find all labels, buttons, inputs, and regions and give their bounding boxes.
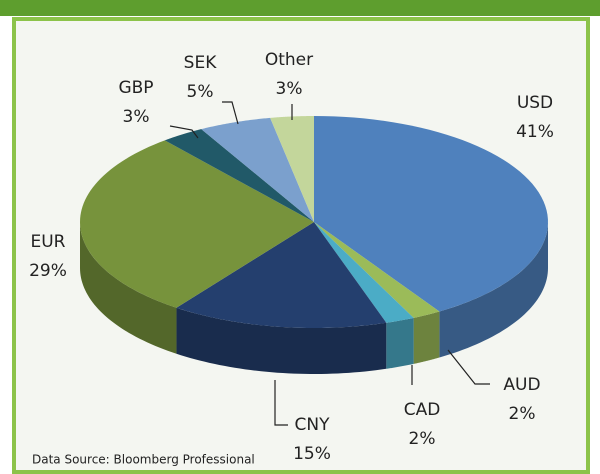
slice: [314, 222, 440, 318]
slice-side: [439, 222, 548, 358]
slice-label: EUR: [31, 232, 66, 252]
leader-line: [447, 349, 490, 385]
slice-label: SEK: [184, 53, 218, 73]
slice-label: GBP: [118, 78, 153, 98]
slice-side: [176, 307, 387, 374]
slice-label: USD: [517, 93, 553, 113]
header-band: [0, 0, 600, 16]
leader-line: [169, 125, 199, 139]
source-note: Data Source: Bloomberg Professional: [32, 453, 255, 467]
slice: [80, 140, 315, 308]
slice-side: [386, 317, 414, 369]
slice-side: [413, 311, 440, 364]
slice-value-label: 41%: [516, 122, 554, 142]
slice-side: [80, 222, 177, 354]
slice-label: AUD: [503, 375, 540, 395]
slice-value-label: 3%: [123, 107, 150, 127]
slice-label: CNY: [295, 415, 331, 435]
pie: [80, 116, 548, 374]
slice: [270, 116, 314, 222]
slice-label: CAD: [404, 400, 441, 420]
slice-label: Other: [265, 50, 313, 70]
slice-value-label: 5%: [187, 82, 214, 102]
slice-value-label: 3%: [276, 79, 303, 99]
slice-value-label: 15%: [293, 444, 331, 464]
slice: [176, 222, 387, 328]
slice: [314, 222, 414, 323]
leader-line: [274, 380, 288, 426]
leader-line: [222, 101, 239, 125]
labels: USD 41% AUD 2% CAD 2% CNY 15% EUR 29% GBP 3% SEK 5% Ot…: [29, 50, 554, 464]
slice-value-label: 29%: [29, 261, 67, 281]
slice: [314, 116, 548, 312]
slice: [201, 117, 314, 222]
slice-value-label: 2%: [509, 404, 536, 424]
slice-value-label: 2%: [409, 429, 436, 449]
slice: [164, 129, 314, 222]
